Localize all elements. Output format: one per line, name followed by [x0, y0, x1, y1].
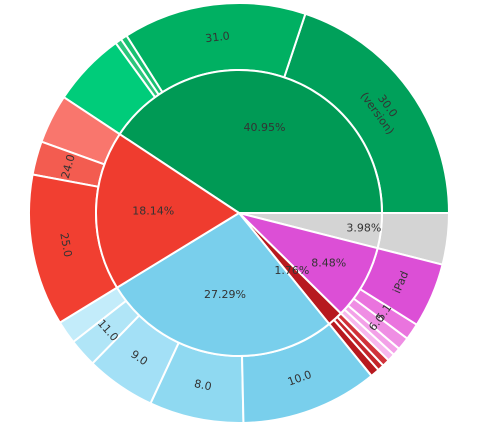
- outer-label-25-0: 25.0: [57, 232, 74, 258]
- outer-ring: [28, 2, 450, 424]
- inner-label-darkred: 1.76%: [274, 264, 309, 277]
- inner-label-green: 40.95%: [244, 121, 286, 134]
- inner-label-gray: 3.98%: [346, 222, 381, 235]
- inner-label-magenta: 8.48%: [311, 257, 346, 270]
- inner-ring: [95, 69, 383, 357]
- outer-label-31-0: 31.0: [205, 29, 231, 45]
- outer-label-24-0: 24.0: [59, 153, 78, 180]
- inner-label-blue: 27.29%: [204, 288, 246, 301]
- inner-label-red: 18.14%: [132, 204, 174, 217]
- inner-slice-blue[interactable]: [116, 212, 331, 357]
- inner-slice-red[interactable]: [95, 133, 240, 289]
- outer-label-8-0: 8.0: [193, 377, 213, 393]
